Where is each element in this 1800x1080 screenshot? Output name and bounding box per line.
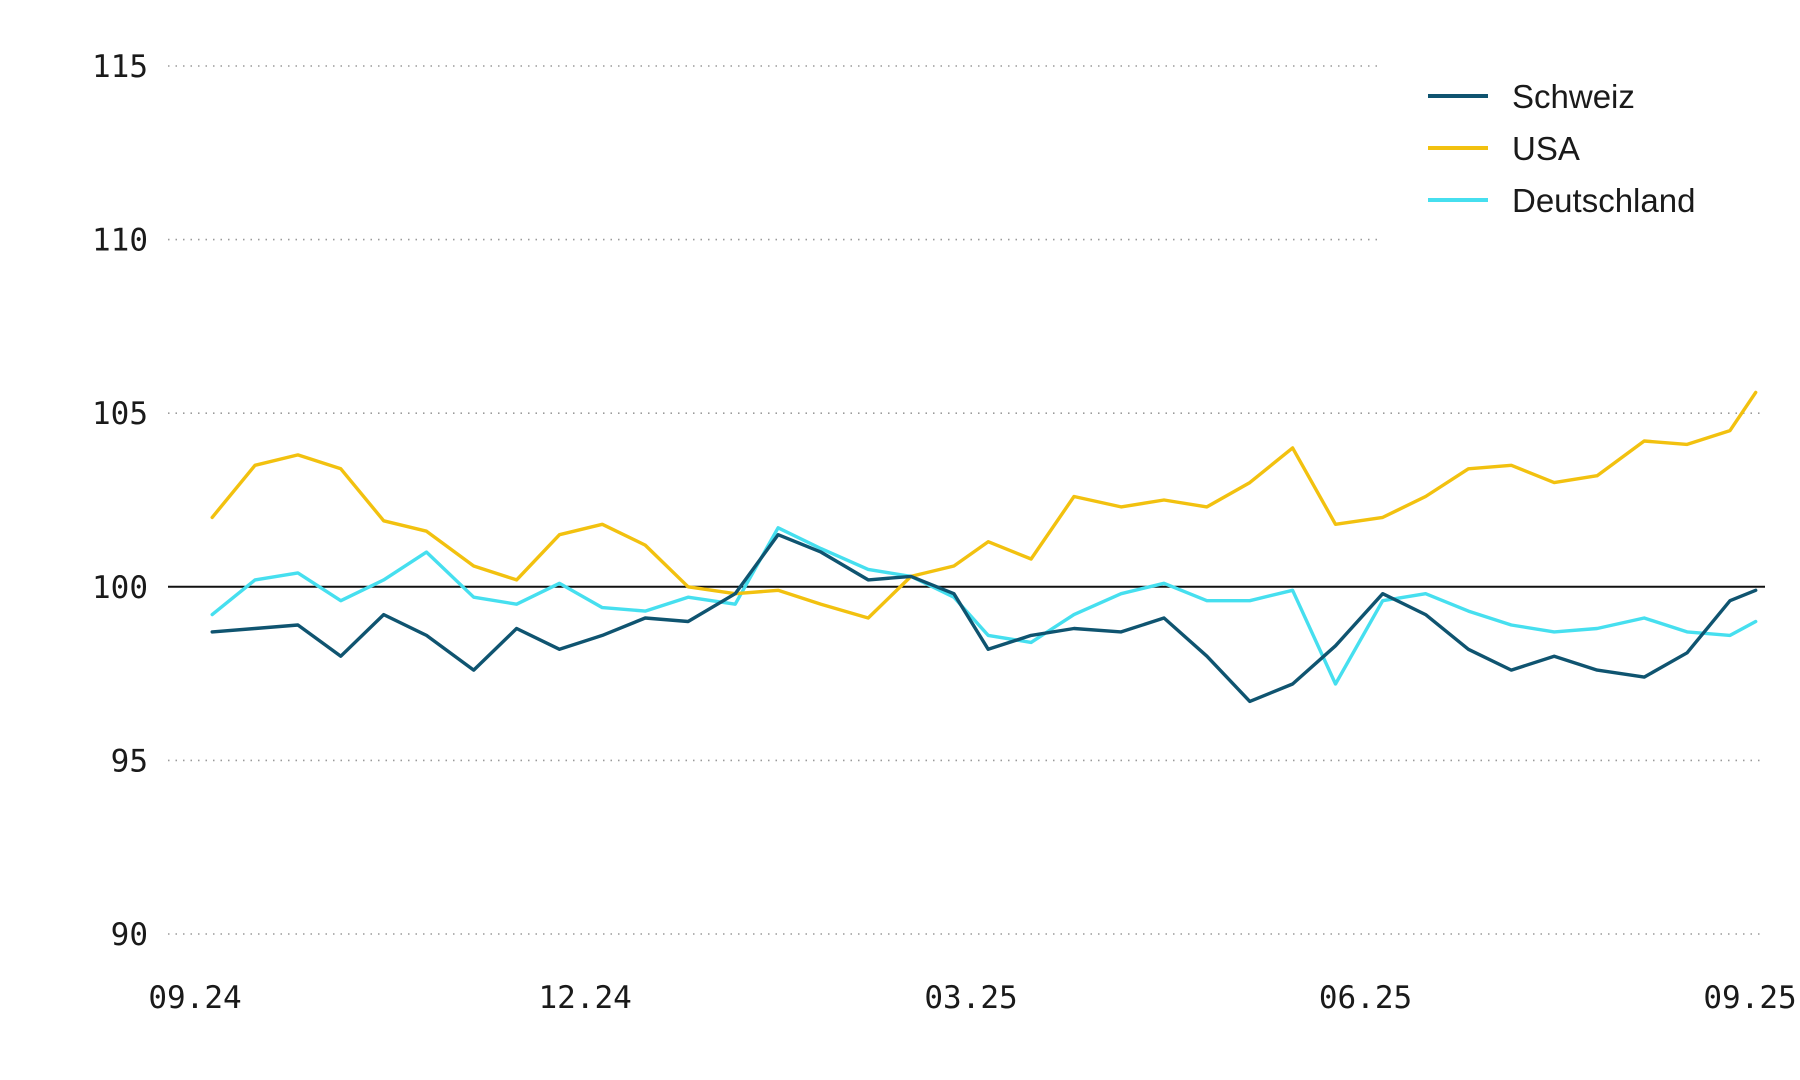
series-lines [210,390,1758,704]
series-line-deutschland [210,526,1758,686]
x-tick-label-09.24: 09.24 [148,980,241,1016]
legend-label-usa: USA [1512,130,1580,167]
y-tick-label-95: 95 [111,743,148,779]
x-tick-label-06.25: 06.25 [1319,980,1412,1016]
x-tick-label-12.24: 12.24 [539,980,632,1016]
y-tick-label-110: 110 [92,223,148,259]
legend-label-schweiz: Schweiz [1512,78,1635,115]
legend-item-schweiz: Schweiz [1428,78,1635,115]
y-tick-label-115: 115 [92,49,148,85]
x-tick-label-03.25: 03.25 [924,980,1017,1016]
legend-item-usa: USA [1428,130,1580,167]
legend-item-deutschland: Deutschland [1428,182,1695,219]
y-tick-label-90: 90 [111,917,148,953]
y-tick-label-105: 105 [92,396,148,432]
y-tick-label-100: 100 [92,570,148,606]
x-tick-label-09.25: 09.25 [1703,980,1796,1016]
y-axis-tick-labels: 90 95 100 105 110 115 [92,49,148,953]
series-line-schweiz [210,533,1758,704]
legend-label-deutschland: Deutschland [1512,182,1695,219]
series-line-usa [210,390,1758,620]
legend: Schweiz USA Deutschland [1428,78,1695,219]
x-axis-tick-labels: 09.24 12.24 03.25 06.25 09.25 [148,980,1796,1016]
